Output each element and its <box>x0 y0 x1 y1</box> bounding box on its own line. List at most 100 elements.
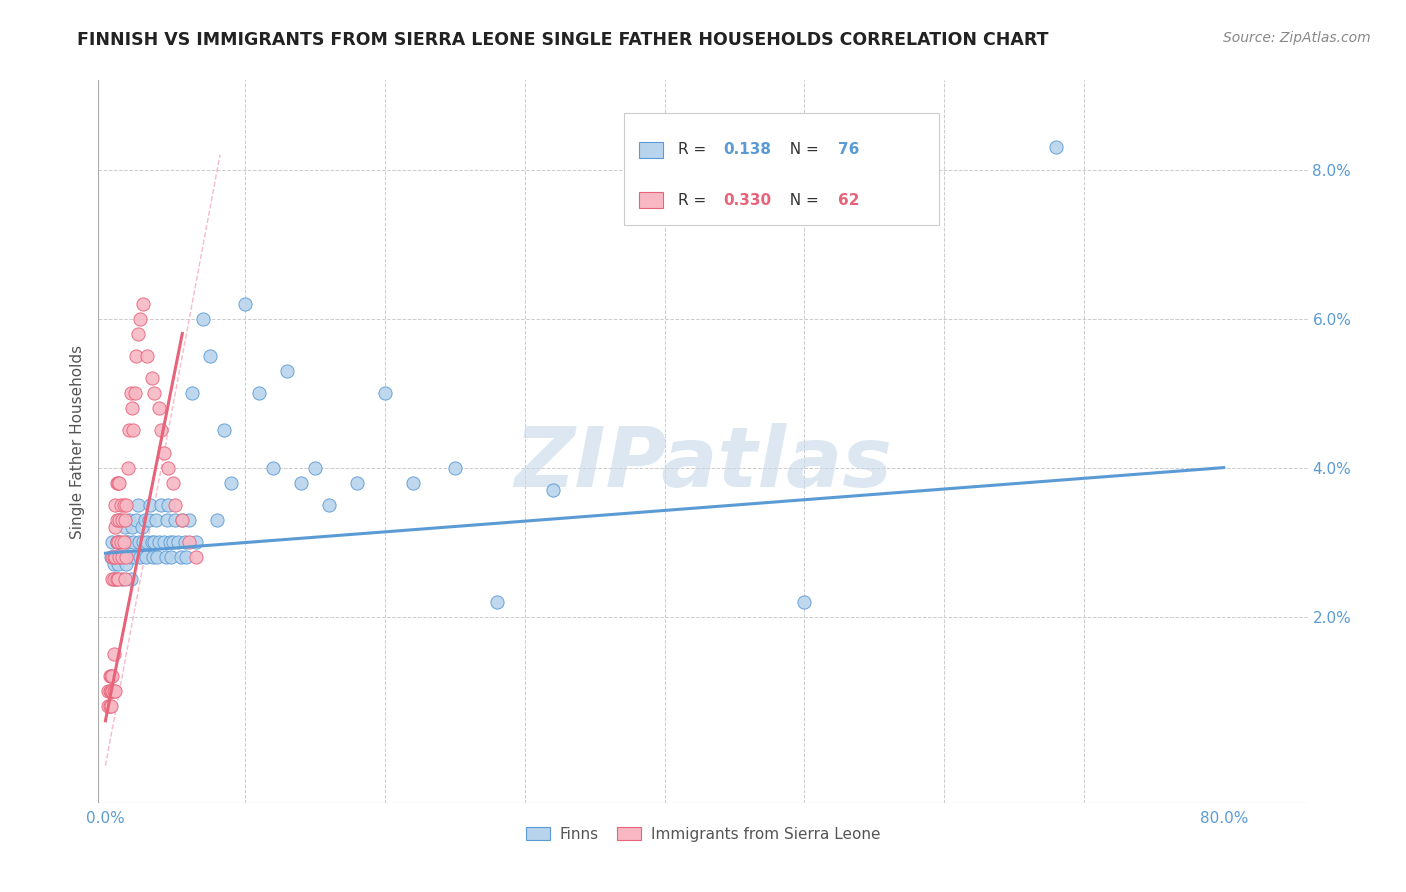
Text: 0.138: 0.138 <box>724 142 772 157</box>
Point <box>139 498 162 512</box>
Point <box>444 460 467 475</box>
Point <box>157 460 180 475</box>
Text: 76: 76 <box>838 142 860 157</box>
Point <box>111 572 134 586</box>
Point <box>107 572 129 586</box>
Point <box>132 535 155 549</box>
Text: 62: 62 <box>838 193 860 208</box>
Point <box>162 535 184 549</box>
Text: N =: N = <box>780 142 824 157</box>
Point <box>176 549 198 564</box>
Point <box>134 513 156 527</box>
Point <box>105 549 128 564</box>
Text: ZIPatlas: ZIPatlas <box>515 423 891 504</box>
Point <box>143 535 166 549</box>
Point <box>114 513 136 527</box>
Point <box>160 549 183 564</box>
Point <box>276 364 298 378</box>
Point <box>541 483 564 497</box>
Text: 0.330: 0.330 <box>724 193 772 208</box>
Point <box>104 520 127 534</box>
Point <box>167 535 190 549</box>
Point <box>108 535 131 549</box>
Point <box>105 535 128 549</box>
Point <box>136 535 159 549</box>
Point <box>153 535 176 549</box>
Point <box>103 572 125 586</box>
Point <box>179 513 201 527</box>
Point <box>128 535 150 549</box>
Point <box>100 549 122 564</box>
Point <box>318 498 340 512</box>
Point <box>122 535 145 549</box>
Point <box>207 513 229 527</box>
Point <box>105 513 128 527</box>
Point <box>108 513 131 527</box>
Point <box>103 549 125 564</box>
Point <box>155 549 177 564</box>
FancyBboxPatch shape <box>638 192 662 208</box>
Point <box>103 558 125 572</box>
Point <box>165 498 187 512</box>
Point <box>181 386 204 401</box>
Point <box>115 535 138 549</box>
Point <box>219 475 242 490</box>
Point <box>374 386 396 401</box>
Point <box>103 647 125 661</box>
Point <box>111 513 134 527</box>
Point <box>103 684 125 698</box>
Point <box>108 513 131 527</box>
Text: R =: R = <box>678 193 710 208</box>
Point <box>125 513 148 527</box>
Point <box>141 535 163 549</box>
Point <box>100 669 122 683</box>
Point <box>100 684 122 698</box>
Point <box>131 520 153 534</box>
Point <box>118 423 141 437</box>
Point <box>108 549 131 564</box>
FancyBboxPatch shape <box>624 112 939 225</box>
Point <box>97 698 120 713</box>
Point <box>115 558 138 572</box>
Point <box>104 684 127 698</box>
Point <box>145 513 167 527</box>
Point <box>105 475 128 490</box>
Point <box>172 513 194 527</box>
Point <box>157 498 180 512</box>
Point <box>107 475 129 490</box>
Point <box>179 535 201 549</box>
Point <box>101 684 124 698</box>
Point <box>124 549 146 564</box>
Point <box>114 572 136 586</box>
Point <box>111 549 134 564</box>
Point <box>117 460 139 475</box>
Point <box>402 475 425 490</box>
Point <box>104 572 127 586</box>
Point <box>98 684 121 698</box>
Point <box>110 549 132 564</box>
Point <box>247 386 270 401</box>
Point <box>105 572 128 586</box>
Point <box>108 475 131 490</box>
Point <box>101 535 124 549</box>
Point <box>136 349 159 363</box>
Point <box>115 549 138 564</box>
Point <box>174 535 197 549</box>
Point <box>104 549 127 564</box>
Point <box>150 423 173 437</box>
Point <box>107 558 129 572</box>
Point <box>159 535 181 549</box>
Y-axis label: Single Father Households: Single Father Households <box>70 344 86 539</box>
Point <box>101 669 124 683</box>
Point <box>262 460 284 475</box>
Point <box>104 498 127 512</box>
Point <box>101 549 124 564</box>
Point <box>193 311 215 326</box>
Point <box>120 572 142 586</box>
Point <box>1045 140 1067 154</box>
Point <box>110 498 132 512</box>
Point <box>485 595 508 609</box>
Point <box>200 349 222 363</box>
Point <box>186 549 208 564</box>
Point <box>170 549 193 564</box>
